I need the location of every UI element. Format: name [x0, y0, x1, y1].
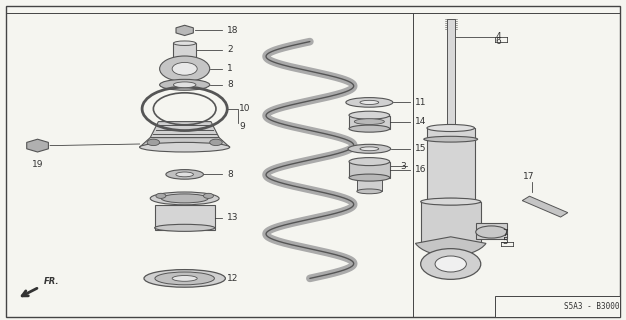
Ellipse shape — [427, 124, 475, 132]
Text: FR.: FR. — [44, 277, 59, 286]
Ellipse shape — [176, 172, 193, 177]
Ellipse shape — [349, 174, 389, 181]
Ellipse shape — [140, 142, 230, 152]
Ellipse shape — [357, 189, 382, 194]
Ellipse shape — [144, 269, 225, 287]
Text: 14: 14 — [415, 117, 426, 126]
Ellipse shape — [427, 198, 475, 205]
Bar — [349, 116, 389, 129]
Circle shape — [210, 139, 222, 146]
Text: 7: 7 — [502, 229, 508, 238]
Ellipse shape — [155, 224, 215, 231]
Ellipse shape — [346, 98, 393, 107]
Text: 6: 6 — [496, 37, 501, 46]
Text: 2: 2 — [227, 45, 233, 54]
Text: 13: 13 — [227, 213, 239, 222]
Text: 8: 8 — [227, 170, 233, 179]
Text: 9: 9 — [239, 122, 245, 131]
Text: 12: 12 — [227, 274, 239, 283]
Ellipse shape — [354, 119, 384, 124]
Bar — [447, 19, 454, 128]
Circle shape — [147, 139, 160, 146]
Text: 16: 16 — [415, 165, 426, 174]
Ellipse shape — [150, 192, 219, 205]
Ellipse shape — [421, 198, 481, 205]
Polygon shape — [27, 139, 48, 152]
Ellipse shape — [349, 111, 389, 119]
Circle shape — [160, 56, 210, 82]
Text: 11: 11 — [415, 98, 426, 107]
Bar — [476, 223, 507, 239]
Text: 5: 5 — [502, 237, 508, 246]
Text: 1: 1 — [227, 64, 233, 73]
Circle shape — [203, 193, 213, 198]
Text: 10: 10 — [239, 104, 250, 113]
Text: 4: 4 — [496, 32, 501, 41]
Bar — [357, 177, 382, 191]
Ellipse shape — [173, 41, 196, 45]
Ellipse shape — [166, 170, 203, 179]
Ellipse shape — [155, 272, 214, 285]
Text: 18: 18 — [227, 26, 239, 35]
Ellipse shape — [348, 144, 391, 153]
Bar — [155, 205, 215, 230]
Bar — [495, 296, 620, 317]
Text: 15: 15 — [415, 144, 426, 153]
Text: 8: 8 — [227, 80, 233, 89]
Ellipse shape — [172, 276, 197, 281]
Ellipse shape — [349, 125, 389, 132]
Ellipse shape — [360, 147, 379, 151]
Bar — [427, 128, 475, 202]
Circle shape — [435, 256, 466, 272]
Bar — [349, 162, 389, 178]
Text: 3: 3 — [400, 162, 406, 171]
Text: 17: 17 — [523, 172, 535, 181]
Polygon shape — [522, 196, 568, 217]
Text: 19: 19 — [32, 160, 43, 169]
Ellipse shape — [424, 136, 478, 142]
Bar — [421, 202, 481, 243]
Circle shape — [156, 193, 166, 198]
Circle shape — [421, 249, 481, 279]
Ellipse shape — [161, 194, 208, 203]
Polygon shape — [176, 25, 193, 36]
Ellipse shape — [360, 100, 379, 104]
Polygon shape — [140, 138, 230, 147]
Text: S5A3 - B3000: S5A3 - B3000 — [564, 302, 620, 311]
Ellipse shape — [349, 157, 389, 166]
Polygon shape — [150, 122, 219, 138]
Ellipse shape — [173, 82, 196, 88]
Ellipse shape — [160, 79, 210, 90]
Ellipse shape — [476, 226, 507, 238]
Wedge shape — [416, 237, 486, 256]
Circle shape — [172, 62, 197, 75]
Bar — [173, 43, 196, 59]
